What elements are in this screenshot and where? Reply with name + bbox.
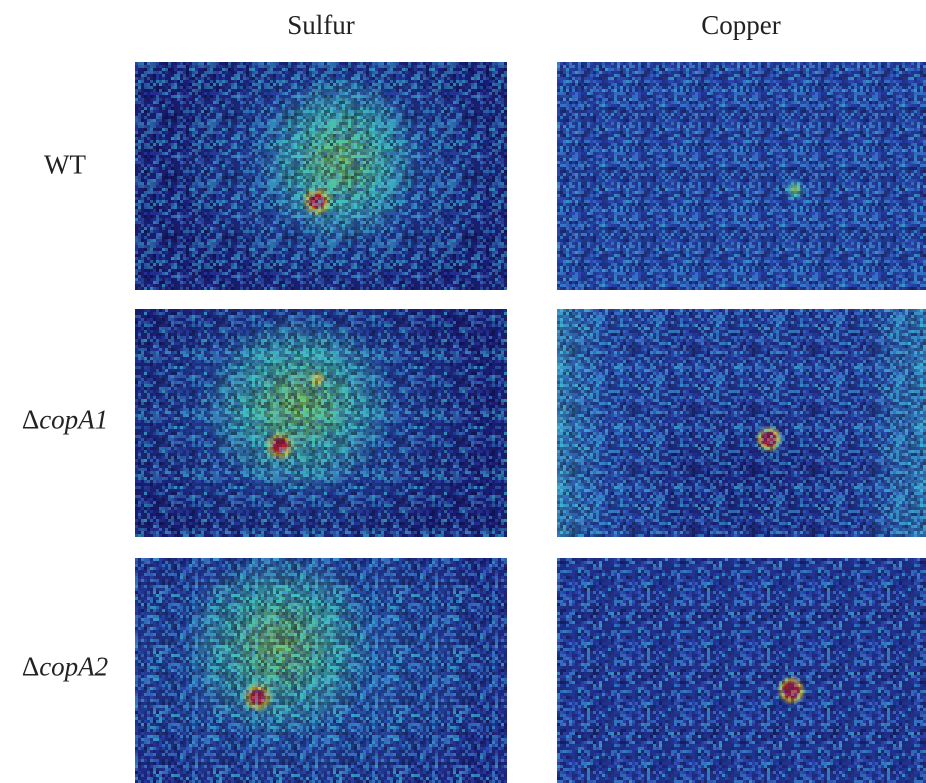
noise-fill (135, 558, 507, 783)
row-gene: WT (44, 150, 86, 180)
heatmap-image (135, 558, 507, 783)
noise-texture (557, 62, 926, 290)
heatmap-image (557, 558, 926, 783)
noise-fill (557, 558, 926, 783)
row-label: ΔcopA1 (0, 405, 130, 436)
row-gene: copA1 (39, 405, 108, 435)
heatmap-image (557, 62, 926, 290)
heatmap-image (135, 309, 507, 537)
noise-texture (135, 309, 507, 537)
noise-fill (557, 309, 926, 537)
noise-fill (557, 62, 926, 290)
heatmap-image (135, 62, 507, 290)
noise-fill (135, 309, 507, 537)
row-label: ΔcopA2 (0, 652, 130, 683)
row-symbol: Δ (22, 652, 39, 682)
heatmap-image (557, 309, 926, 537)
noise-texture (557, 309, 926, 537)
noise-texture (135, 558, 507, 783)
noise-texture (557, 558, 926, 783)
noise-fill (135, 62, 507, 290)
row-symbol: Δ (22, 405, 39, 435)
noise-texture (135, 62, 507, 290)
column-title: Sulfur (136, 10, 506, 41)
column-title: Copper (556, 10, 926, 41)
row-label: WT (0, 150, 130, 181)
figure: Sulfur Copper WT ΔcopA1 ΔcopA2 (0, 0, 926, 783)
row-gene: copA2 (39, 652, 108, 682)
